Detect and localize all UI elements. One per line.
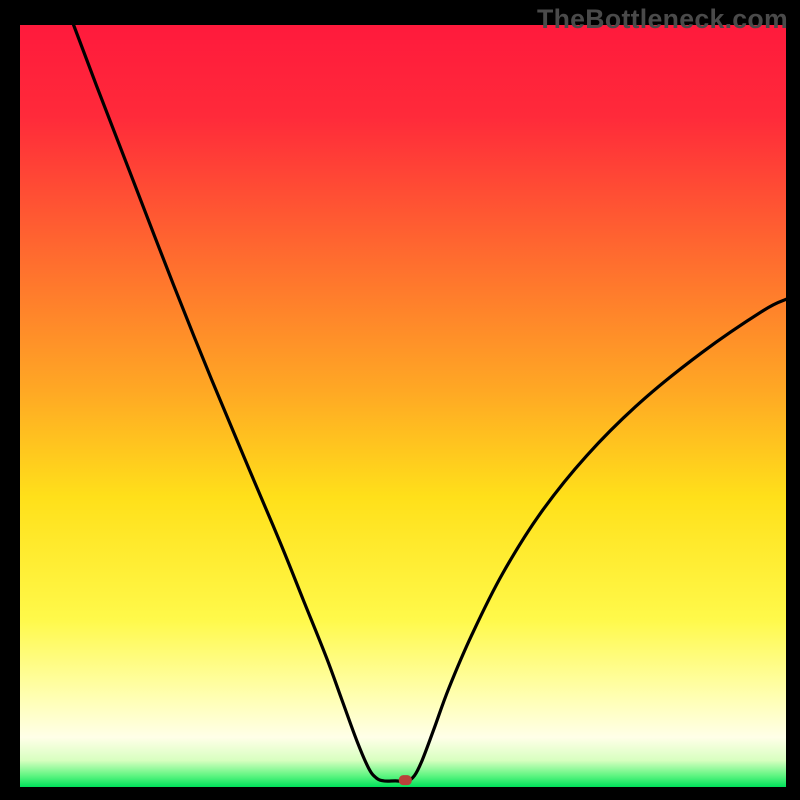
plot-background-gradient	[20, 25, 786, 787]
minimum-marker	[399, 775, 412, 785]
chart-wrapper: TheBottleneck.com	[0, 0, 800, 800]
bottleneck-curve-chart	[0, 0, 800, 800]
attribution-watermark: TheBottleneck.com	[537, 4, 788, 35]
